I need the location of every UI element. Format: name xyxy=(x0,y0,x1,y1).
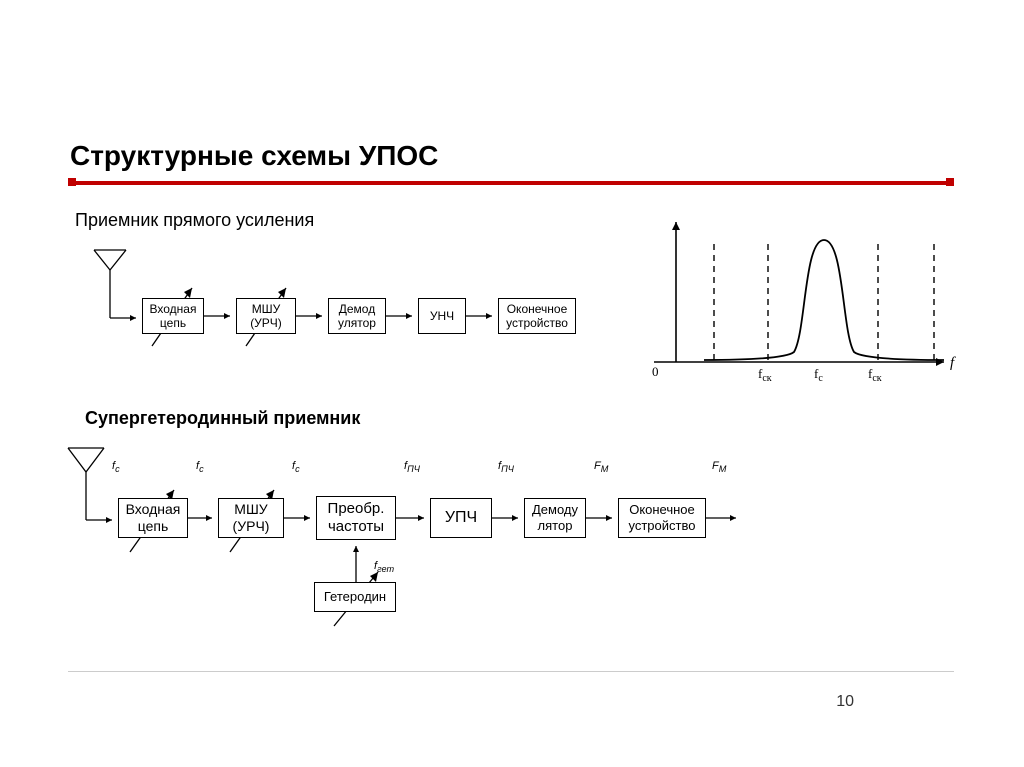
block-freq-converter: Преобр.частоты xyxy=(316,496,396,540)
page-number: 10 xyxy=(836,693,854,711)
title-divider xyxy=(68,178,954,186)
svg-text:fс: fс xyxy=(814,366,823,384)
x-axis-label: f xyxy=(950,355,956,371)
antenna-icon xyxy=(68,448,104,520)
freq-label: fс xyxy=(196,460,204,474)
freq-label: fс xyxy=(292,460,300,474)
block-lfa: УНЧ xyxy=(418,298,466,334)
block-demodulator: Демодулятор xyxy=(328,298,386,334)
freq-label: fс xyxy=(112,460,120,474)
subtitle-direct-amplification: Приемник прямого усиления xyxy=(75,210,314,231)
freq-label: fПЧ xyxy=(404,460,420,474)
freq-label: FМ xyxy=(594,460,608,474)
freq-label: fгет xyxy=(374,560,394,574)
diagram-direct-receiver: Входнаяцепь МШУ(УРЧ) Демодулятор УНЧ Око… xyxy=(80,240,620,370)
diagram-superheterodyne: Входнаяцепь МШУ(УРЧ) Преобр.частоты УПЧ … xyxy=(56,440,776,640)
freq-label: FМ xyxy=(712,460,726,474)
svg-text:fск: fск xyxy=(758,366,772,384)
bottom-divider xyxy=(68,671,954,672)
antenna-icon xyxy=(94,250,126,318)
block-terminal: Оконечноеустройство xyxy=(618,498,706,538)
frequency-response-graph: 0 f fск fс fск xyxy=(634,212,964,392)
block-input-circuit: Входнаяцепь xyxy=(118,498,188,538)
block-ifa: УПЧ xyxy=(430,498,492,538)
block-heterodyne: Гетеродин xyxy=(314,582,396,612)
block-lna: МШУ(УРЧ) xyxy=(218,498,284,538)
origin-label: 0 xyxy=(652,364,659,379)
svg-text:fск: fск xyxy=(868,366,882,384)
freq-label: fПЧ xyxy=(498,460,514,474)
subtitle-superheterodyne: Супергетеродинный приемник xyxy=(85,408,360,429)
block-input-circuit: Входнаяцепь xyxy=(142,298,204,334)
block-lna: МШУ(УРЧ) xyxy=(236,298,296,334)
slide-title: Структурные схемы УПОС xyxy=(70,140,438,172)
block-terminal: Оконечноеустройство xyxy=(498,298,576,334)
block-demodulator: Демодулятор xyxy=(524,498,586,538)
